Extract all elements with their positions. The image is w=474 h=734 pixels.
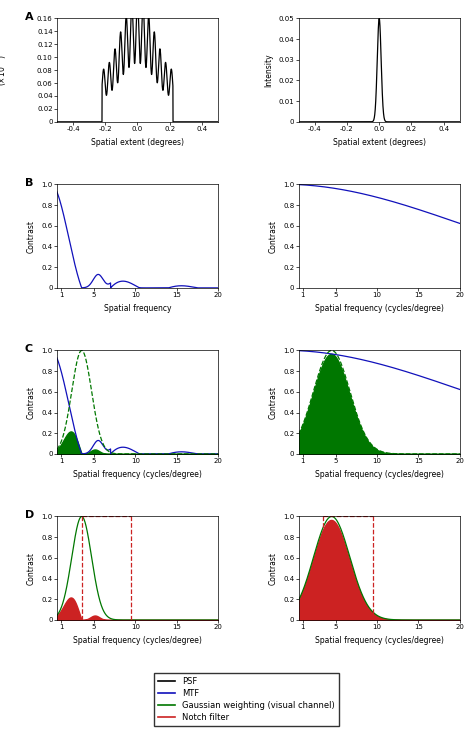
X-axis label: Spatial frequency (cycles/degree): Spatial frequency (cycles/degree) xyxy=(315,636,444,644)
X-axis label: Spatial frequency (cycles/degree): Spatial frequency (cycles/degree) xyxy=(73,470,202,479)
Y-axis label: Contrast: Contrast xyxy=(27,385,36,418)
Y-axis label: Contrast: Contrast xyxy=(269,552,278,585)
Text: B: B xyxy=(25,178,33,188)
X-axis label: Spatial frequency (cycles/degree): Spatial frequency (cycles/degree) xyxy=(73,636,202,644)
X-axis label: Spatial frequency (cycles/degree): Spatial frequency (cycles/degree) xyxy=(315,304,444,313)
X-axis label: Spatial frequency: Spatial frequency xyxy=(104,304,171,313)
X-axis label: Spatial extent (degrees): Spatial extent (degrees) xyxy=(333,137,426,147)
Text: D: D xyxy=(25,510,34,520)
Y-axis label: Intensity: Intensity xyxy=(264,54,273,87)
Y-axis label: Intensity
($\times 10^{-3}$): Intensity ($\times 10^{-3}$) xyxy=(0,54,9,87)
Y-axis label: Contrast: Contrast xyxy=(27,552,36,585)
Y-axis label: Contrast: Contrast xyxy=(27,219,36,252)
Text: A: A xyxy=(25,12,33,22)
Y-axis label: Contrast: Contrast xyxy=(269,219,278,252)
X-axis label: Spatial frequency (cycles/degree): Spatial frequency (cycles/degree) xyxy=(315,470,444,479)
Legend: PSF, MTF, Gaussian weighting (visual channel), Notch filter: PSF, MTF, Gaussian weighting (visual cha… xyxy=(154,673,339,726)
X-axis label: Spatial extent (degrees): Spatial extent (degrees) xyxy=(91,137,184,147)
Text: C: C xyxy=(25,344,33,355)
Y-axis label: Contrast: Contrast xyxy=(269,385,278,418)
